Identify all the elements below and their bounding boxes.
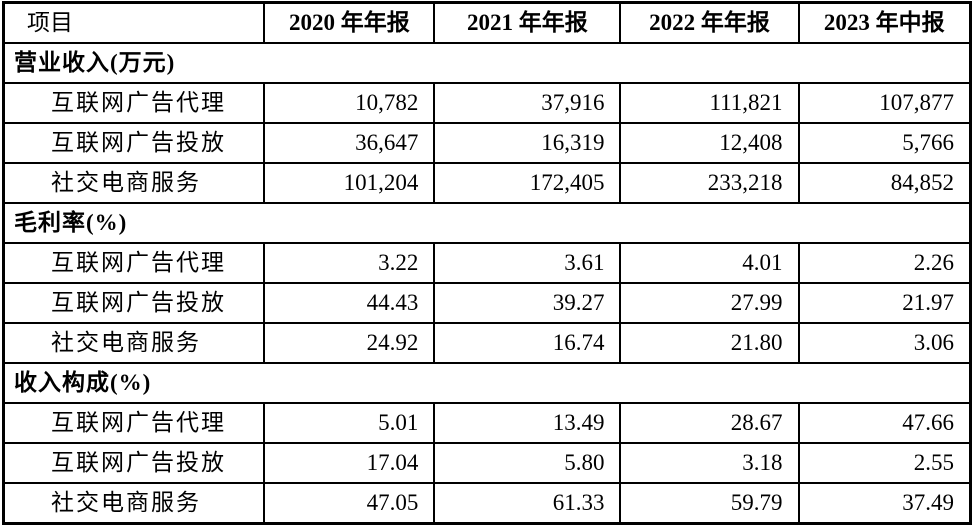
row-label: 互联网广告代理 [2,82,266,124]
column-header-2023: 2023 年中报 [797,1,972,44]
column-header-item: 项目 [2,1,266,44]
cell-value: 10,782 [263,82,436,124]
header-row: 项目 2020 年年报 2021 年年报 2022 年年报 2023 年中报 [2,1,972,44]
cell-value: 4.01 [619,242,800,284]
cell-value: 37,916 [433,82,622,124]
cell-value: 21.97 [797,282,972,324]
table-row: 互联网广告投放 36,647 16,319 12,408 5,766 [2,122,972,164]
cell-value: 61.33 [433,482,622,525]
cell-value: 233,218 [619,162,800,204]
cell-value: 28.67 [619,402,800,444]
cell-value: 2.55 [797,442,972,484]
table-row: 互联网广告投放 44.43 39.27 27.99 21.97 [2,282,972,324]
row-label: 互联网广告代理 [2,242,266,284]
table-row: 社交电商服务 47.05 61.33 59.79 37.49 [2,482,972,525]
cell-value: 101,204 [263,162,436,204]
cell-value: 59.79 [619,482,800,525]
section-title-gross-margin: 毛利率(%) [2,202,972,244]
cell-value: 36,647 [263,122,436,164]
cell-value: 3.22 [263,242,436,284]
table-row: 互联网广告代理 5.01 13.49 28.67 47.66 [2,402,972,444]
cell-value: 3.06 [797,322,972,364]
cell-value: 3.18 [619,442,800,484]
column-header-2022: 2022 年年报 [619,1,800,44]
section-header-row-gross-margin: 毛利率(%) [2,202,972,244]
cell-value: 24.92 [263,322,436,364]
section-header-row-revenue-mix: 收入构成(%) [2,362,972,404]
table-row: 社交电商服务 101,204 172,405 233,218 84,852 [2,162,972,204]
cell-value: 3.61 [433,242,622,284]
cell-value: 44.43 [263,282,436,324]
cell-value: 107,877 [797,82,972,124]
row-label: 互联网广告代理 [2,402,266,444]
cell-value: 5,766 [797,122,972,164]
section-header-row-revenue: 营业收入(万元) [2,42,972,84]
cell-value: 2.26 [797,242,972,284]
cell-value: 47.66 [797,402,972,444]
cell-value: 5.80 [433,442,622,484]
cell-value: 111,821 [619,82,800,124]
row-label: 互联网广告投放 [2,282,266,324]
column-header-2020: 2020 年年报 [263,1,436,44]
cell-value: 21.80 [619,322,800,364]
cell-value: 16.74 [433,322,622,364]
table-row: 互联网广告代理 3.22 3.61 4.01 2.26 [2,242,972,284]
cell-value: 5.01 [263,402,436,444]
row-label: 社交电商服务 [2,162,266,204]
cell-value: 17.04 [263,442,436,484]
table-row: 互联网广告代理 10,782 37,916 111,821 107,877 [2,82,972,124]
section-title-revenue: 营业收入(万元) [2,42,972,84]
cell-value: 37.49 [797,482,972,525]
table-row: 社交电商服务 24.92 16.74 21.80 3.06 [2,322,972,364]
cell-value: 47.05 [263,482,436,525]
cell-value: 84,852 [797,162,972,204]
column-header-2021: 2021 年年报 [433,1,622,44]
row-label: 互联网广告投放 [2,122,266,164]
row-label: 互联网广告投放 [2,442,266,484]
cell-value: 27.99 [619,282,800,324]
table-row: 互联网广告投放 17.04 5.80 3.18 2.55 [2,442,972,484]
cell-value: 16,319 [433,122,622,164]
cell-value: 12,408 [619,122,800,164]
row-label: 社交电商服务 [2,322,266,364]
section-title-revenue-mix: 收入构成(%) [2,362,972,404]
row-label: 社交电商服务 [2,482,266,525]
cell-value: 13.49 [433,402,622,444]
cell-value: 39.27 [433,282,622,324]
cell-value: 172,405 [433,162,622,204]
